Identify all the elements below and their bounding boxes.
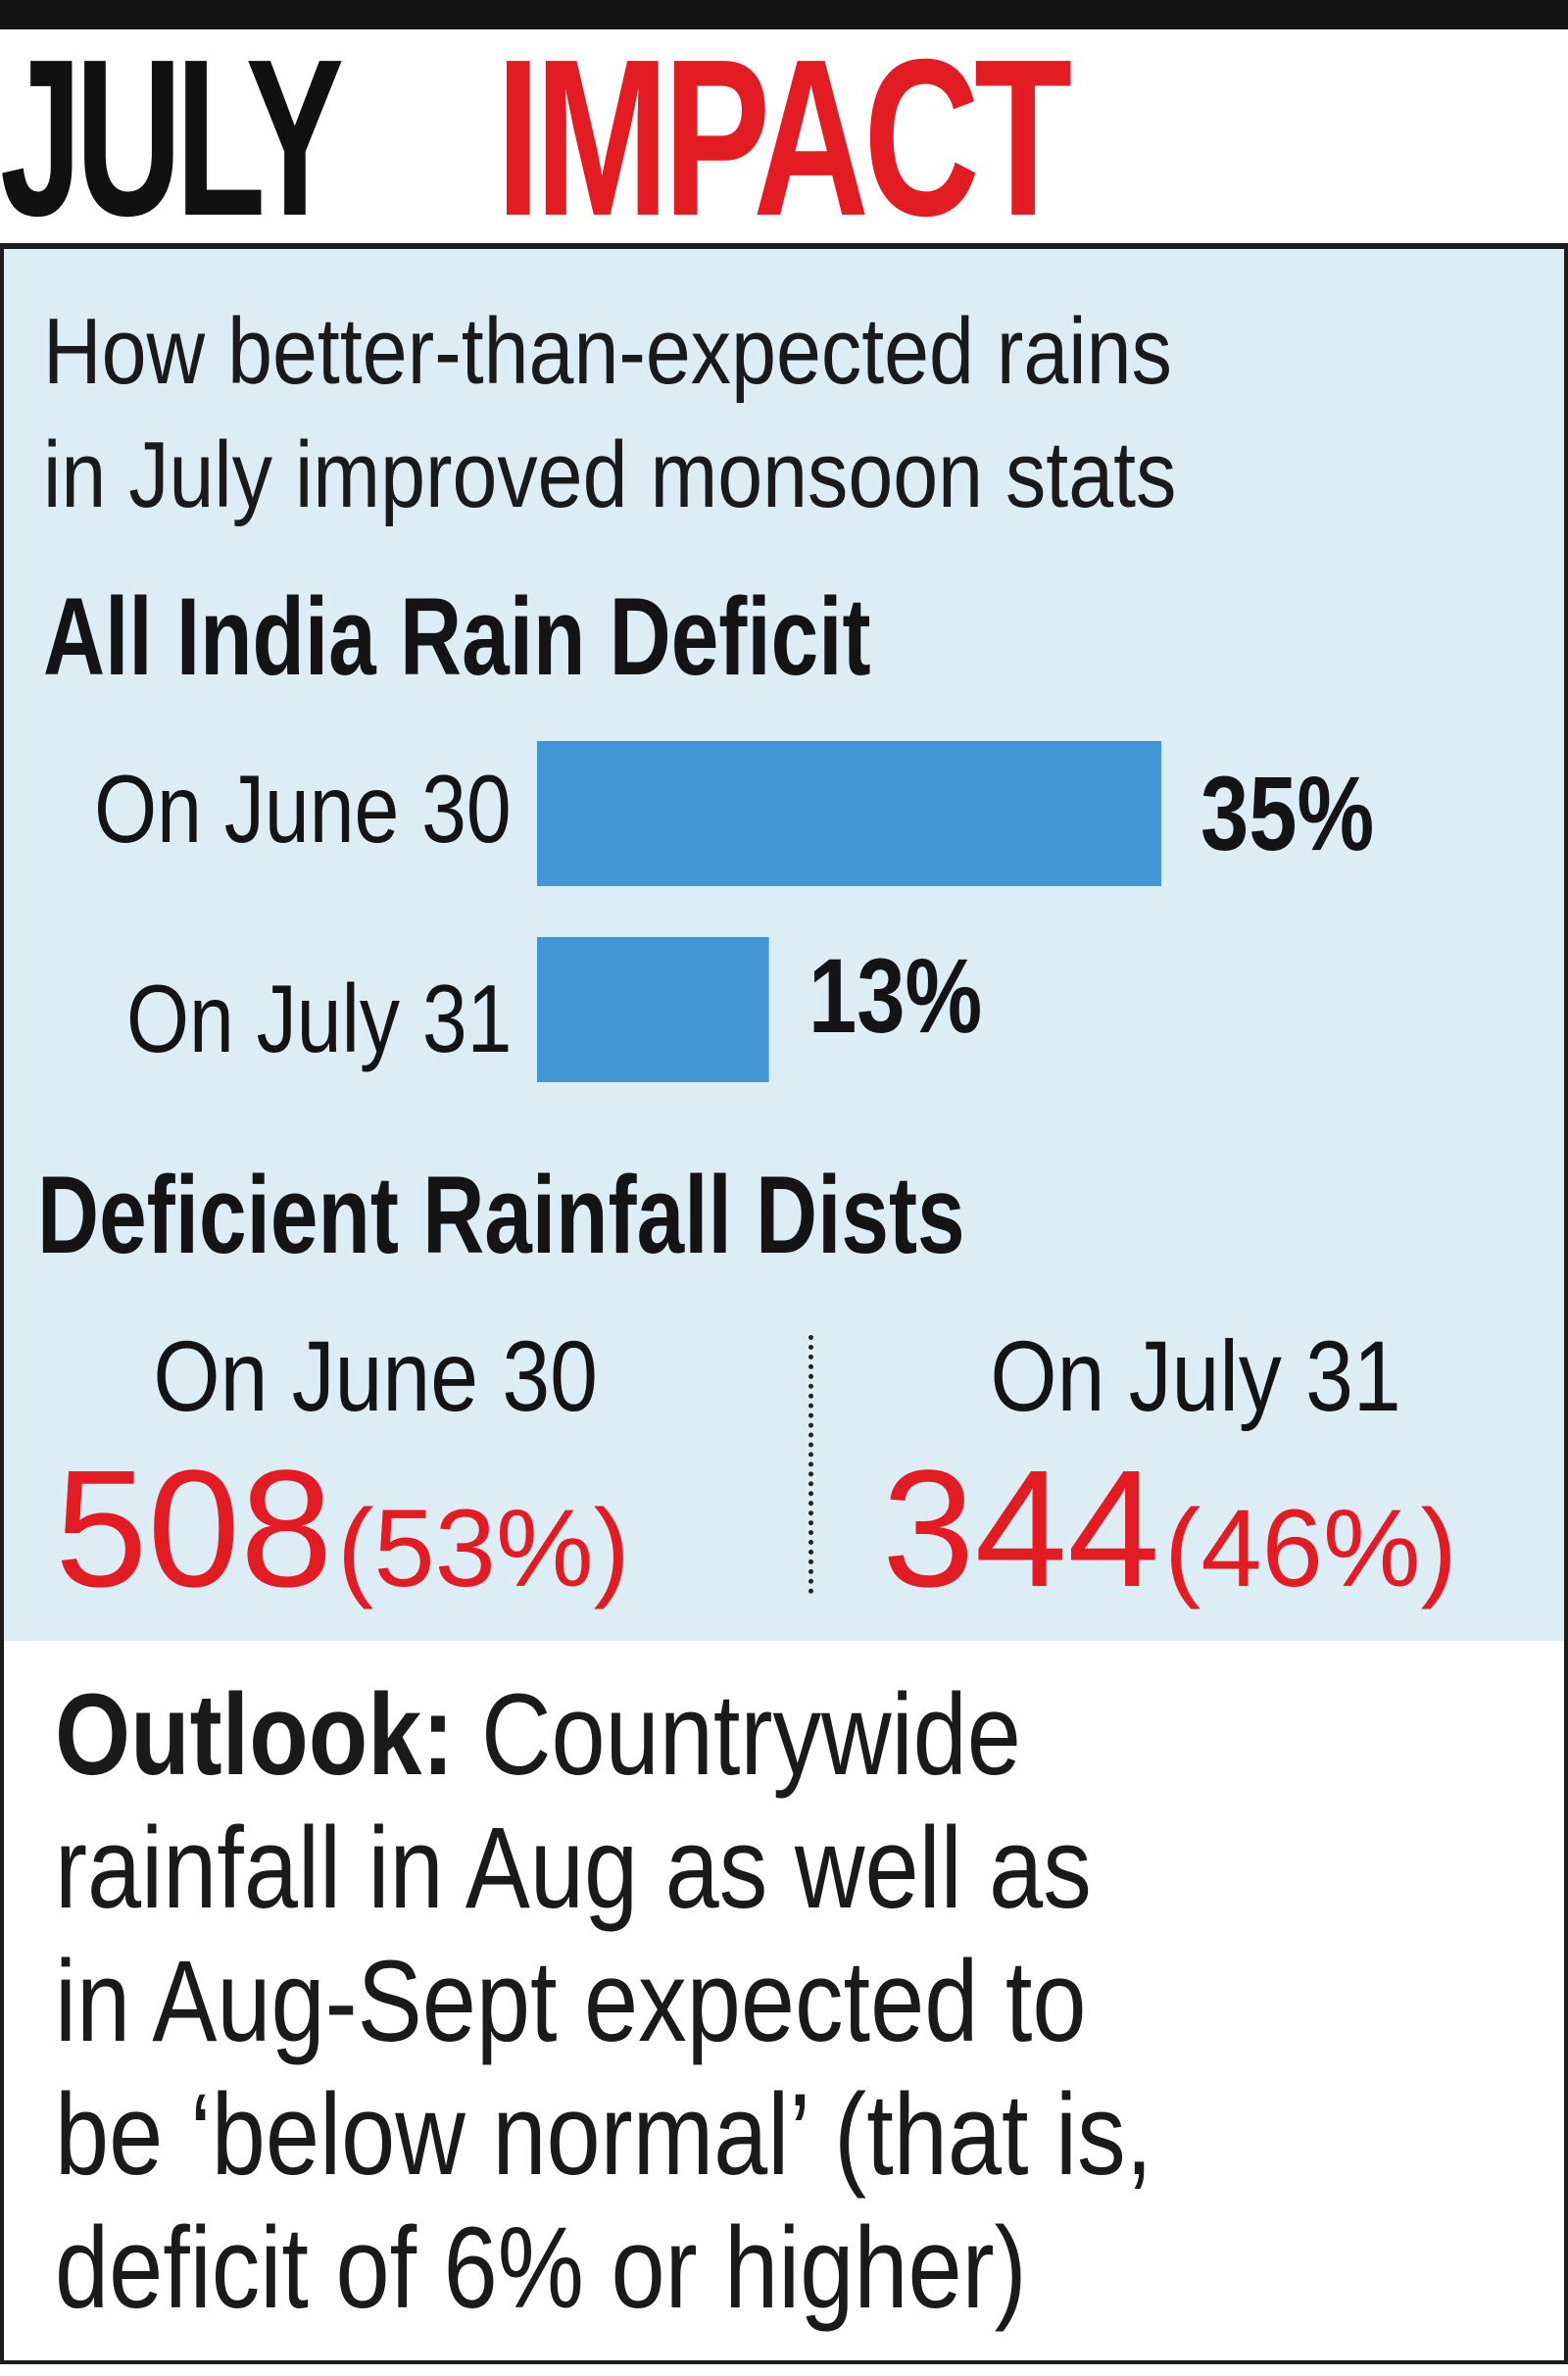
column-label-june: On June 30 <box>153 1320 598 1432</box>
top-rule <box>0 0 1568 29</box>
subtitle-line-2: in July improved monsoon stats <box>43 422 1177 527</box>
subtitle-line-1: How better-than-expected rains <box>43 299 1172 404</box>
bar-value-label: 35% <box>1200 754 1375 872</box>
july-district-count: 344 (46%) <box>882 1441 1457 1637</box>
table-title-deficient-districts: Deficient Rainfall Dists <box>37 1154 965 1276</box>
headline-word-impact: IMPACT <box>496 14 1072 263</box>
bar-category-label: On June 30 <box>94 755 512 863</box>
panel-top-rule <box>0 243 1568 249</box>
info-panel-background <box>4 247 1564 1641</box>
column-label-july: On July 31 <box>990 1320 1401 1432</box>
outlook-label: Outlook: <box>55 1670 455 1800</box>
july-share-value: (46%) <box>1164 1487 1457 1609</box>
rain-deficit-bars <box>537 741 1161 1082</box>
outlook-line: be ‘below normal’ (that is, <box>55 2070 1153 2200</box>
column-divider <box>808 1335 813 1594</box>
chart-title-rain-deficit: All India Rain Deficit <box>43 575 871 698</box>
headline-word-july: JULY <box>0 14 344 263</box>
subtitle: How better-than-expected rains in July i… <box>43 290 1324 537</box>
outlook-line-1: Outlook: Countrywide <box>55 1668 1405 1802</box>
deficit-bar <box>537 741 1161 886</box>
headline: JULY IMPACT <box>0 14 1568 263</box>
bar-category-label: On July 31 <box>125 965 512 1072</box>
bar-value-label: 13% <box>808 936 982 1055</box>
outlook-first-line: Countrywide <box>480 1670 1021 1800</box>
outlook-text: Outlook: Countrywide rainfall in Aug as … <box>55 1668 1405 2335</box>
july-count-value: 344 <box>882 1436 1160 1622</box>
panel-frame <box>0 245 1568 2364</box>
deficit-bar <box>537 937 769 1082</box>
june-share-value: (53%) <box>337 1487 630 1609</box>
outlook-line: deficit of 6% or higher) <box>55 2203 1027 2333</box>
june-count-value: 508 <box>55 1436 333 1622</box>
outlook-line: in Aug-Sept expected to <box>55 1937 1087 2066</box>
outlook-line: rainfall in Aug as well as <box>55 1804 1092 1933</box>
june-district-count: 508 (53%) <box>55 1441 630 1637</box>
